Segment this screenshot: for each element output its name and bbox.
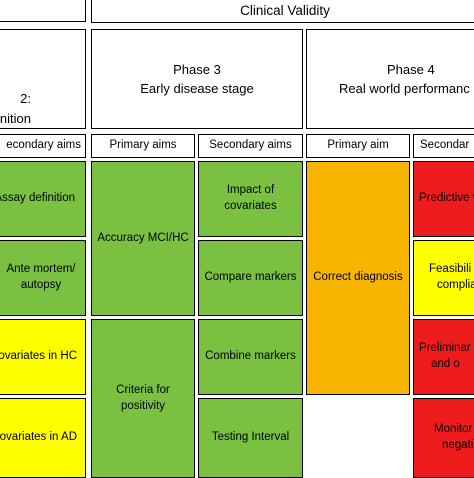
positivity-label: positivity xyxy=(120,399,166,412)
compare-markers-label: Compare markers xyxy=(204,271,297,284)
phase4-primary-aim-header: Primary aim xyxy=(306,134,410,158)
testing-interval-label: Testing Interval xyxy=(211,431,290,444)
left-banner-stub xyxy=(0,0,86,22)
criteria-for-label: Criteria for xyxy=(116,383,170,396)
assay-definition-cell: Assay definition xyxy=(0,161,86,237)
phase3-subtitle: Early disease stage xyxy=(140,81,254,96)
predictive-value-label: Predictive v xyxy=(419,192,474,205)
predictive-value-cell: Predictive v xyxy=(413,161,474,237)
phase3-secondary-aims-header: Secondary aims xyxy=(198,134,303,158)
phase4-primary-aim-label: Primary aim xyxy=(327,139,389,152)
phase3-primary-aims-header: Primary aims xyxy=(91,134,195,158)
and-outcomes-label: and o xyxy=(431,358,460,370)
compare-markers-cell: Compare markers xyxy=(198,240,303,316)
monitor-label: Monitor xyxy=(434,423,473,436)
preliminary-label: Preliminar xyxy=(419,342,471,355)
phase2-secondary-aims-label: econdary aims xyxy=(6,139,81,152)
correct-diagnosis-cell: Correct diagnosis xyxy=(306,161,410,395)
phase3-secondary-aims-label: Secondary aims xyxy=(209,139,292,152)
negative-label: negati xyxy=(442,439,474,451)
phase3-primary-aims-label: Primary aims xyxy=(109,139,177,152)
ante-mortem-autopsy-cell: Ante mortem/ autopsy xyxy=(0,240,86,316)
clinical-validity-label: Clinical Validity xyxy=(240,2,330,18)
phase3-header: Phase 3 Early disease stage xyxy=(91,29,303,129)
phase4-secondary-aims-label: Secondar xyxy=(420,139,470,152)
accuracy-mci-hc-cell: Accuracy MCI/HC xyxy=(91,161,195,316)
assay-definition-label: Assay definition xyxy=(0,192,75,205)
feasibility-label: Feasibili xyxy=(429,263,472,276)
phase2-subtitle: nition xyxy=(0,110,31,126)
compliance-label: complia xyxy=(437,279,474,291)
correct-diagnosis-label: Correct diagnosis xyxy=(313,271,403,284)
phase4-subtitle: Real world performanc xyxy=(339,81,470,96)
ante-mortem-label: Ante mortem/ xyxy=(6,263,76,276)
covariates-label: covariates xyxy=(224,200,277,212)
clinical-validity-banner: Clinical Validity xyxy=(91,0,474,23)
phase2-header: 2: nition xyxy=(0,29,86,129)
criteria-for-positivity-cell: Criteria for positivity xyxy=(91,319,195,478)
phase2-secondary-aims-header: econdary aims xyxy=(0,134,86,158)
monitor-negative-cell: Monitor negati xyxy=(413,398,474,478)
impact-of-label: Impact of xyxy=(226,184,275,197)
combine-markers-label: Combine markers xyxy=(205,350,296,363)
impact-of-covariates-cell: Impact of covariates xyxy=(198,161,303,237)
feasibility-compliance-cell: Feasibili complia xyxy=(413,240,474,316)
combine-markers-cell: Combine markers xyxy=(198,319,303,395)
phase4-secondary-aims-header: Secondar xyxy=(413,134,474,158)
phase3-title: Phase 3 xyxy=(173,61,221,77)
phase4-title: Phase 4 xyxy=(387,61,435,77)
autopsy-label: autopsy xyxy=(20,279,62,291)
phase4-header: Phase 4 Real world performanc xyxy=(306,29,474,129)
phase2-title: 2: xyxy=(20,91,31,106)
accuracy-mci-hc-label: Accuracy MCI/HC xyxy=(97,231,189,244)
preliminary-outcomes-cell: Preliminar and o xyxy=(413,319,474,395)
testing-interval-cell: Testing Interval xyxy=(198,398,303,478)
